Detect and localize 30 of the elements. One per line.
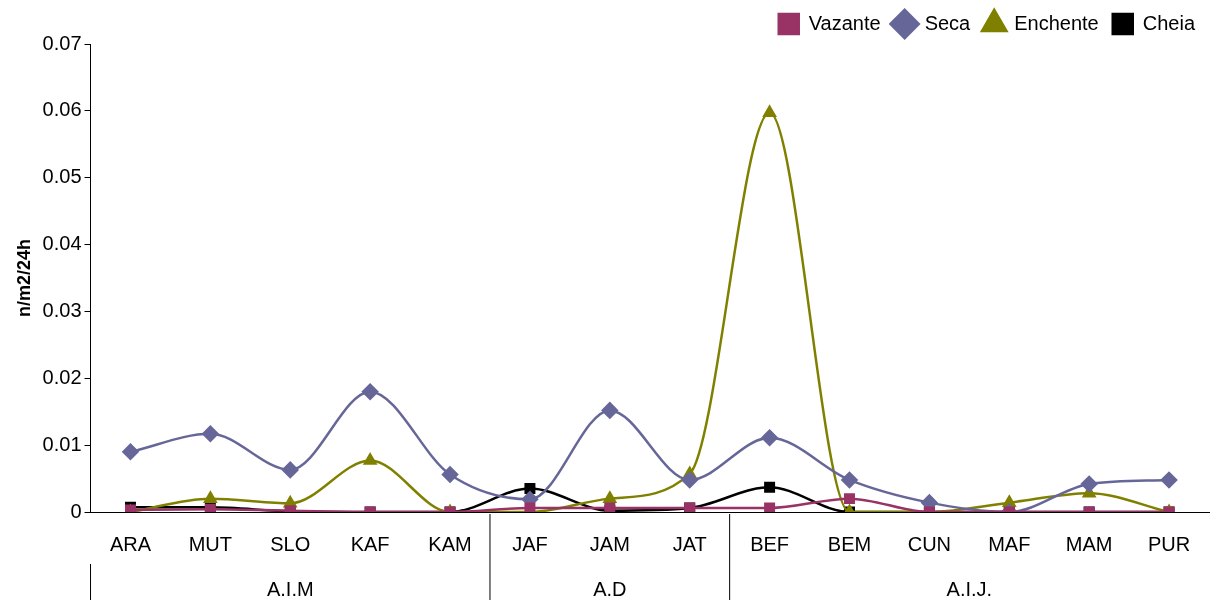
x-tick-label: MUT — [188, 532, 233, 555]
y-axis-title: n/m2/24h — [13, 238, 34, 318]
legend-label: Seca — [924, 11, 972, 34]
x-tick-label: JAT — [672, 532, 707, 555]
x-tick-label: JAF — [512, 532, 548, 555]
x-tick-label: ARA — [109, 532, 152, 555]
y-tick-label: 0.07 — [42, 31, 82, 54]
x-tick-label: PUR — [1147, 532, 1191, 555]
x-tick-label: BEF — [750, 532, 790, 555]
text: A.I.J. — [946, 577, 993, 600]
x-tick-label: KAM — [428, 532, 472, 555]
text: A.I.M — [266, 577, 314, 600]
y-tick-label: 0.05 — [42, 165, 82, 188]
y-tick-label: 0.02 — [42, 365, 82, 388]
y-tick-label: 0 — [70, 499, 82, 522]
y-tick-label: 0.04 — [42, 232, 82, 255]
y-tick-label: 0.03 — [42, 298, 82, 321]
y-tick-label: 0.06 — [42, 98, 82, 121]
x-tick-label: MAF — [988, 532, 1031, 555]
x-tick-label: JAM — [589, 532, 630, 555]
y-tick-label: 0.01 — [42, 432, 82, 455]
legend-label: Enchente — [1014, 11, 1099, 34]
x-tick-label: KAF — [350, 532, 390, 555]
x-tick-label: BEM — [827, 532, 872, 555]
x-tick-label: MAM — [1065, 532, 1113, 555]
x-tick-label: SLO — [270, 532, 311, 555]
x-tick-label: CUN — [907, 532, 952, 555]
legend-label: Cheia — [1142, 11, 1196, 34]
text: A.D — [593, 577, 627, 600]
legend-label: Vazante — [808, 11, 881, 34]
